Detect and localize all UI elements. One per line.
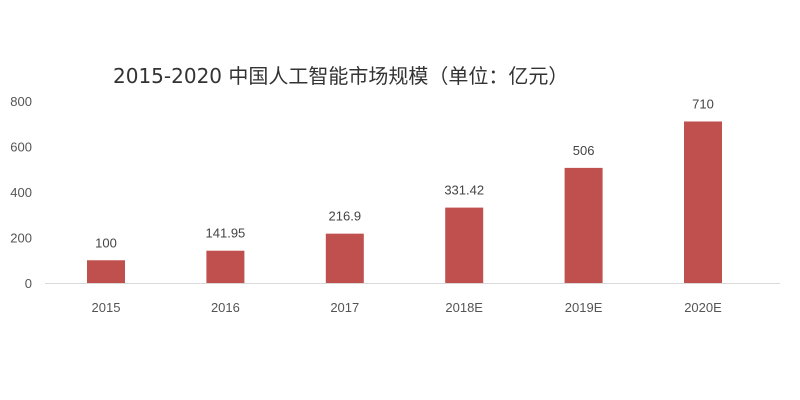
data-label: 331.42 bbox=[444, 183, 484, 198]
bar bbox=[87, 260, 125, 283]
x-tick-label: 2019E bbox=[565, 300, 603, 315]
x-tick-label: 2016 bbox=[211, 300, 240, 315]
y-tick-label: 600 bbox=[10, 140, 32, 155]
x-tick-label: 2017 bbox=[330, 300, 359, 315]
bar bbox=[325, 233, 364, 283]
x-tick-label: 2015 bbox=[92, 300, 121, 315]
data-label: 141.95 bbox=[206, 226, 246, 241]
data-label: 710 bbox=[692, 96, 714, 111]
x-tick-label: 2020E bbox=[684, 300, 722, 315]
y-tick-label: 200 bbox=[10, 231, 32, 246]
y-tick-label: 0 bbox=[25, 276, 32, 291]
chart-title: 2015-2020 中国人工智能市场规模（单位：亿元） bbox=[113, 64, 569, 88]
bar bbox=[206, 250, 245, 283]
data-label: 506 bbox=[573, 143, 595, 158]
bar bbox=[445, 207, 484, 283]
bar bbox=[564, 167, 603, 283]
x-tick-label: 2018E bbox=[445, 300, 483, 315]
bar bbox=[684, 121, 722, 283]
y-tick-label: 400 bbox=[10, 185, 32, 200]
y-tick-label: 800 bbox=[10, 94, 32, 109]
data-label: 100 bbox=[95, 235, 117, 250]
data-label: 216.9 bbox=[329, 209, 362, 224]
